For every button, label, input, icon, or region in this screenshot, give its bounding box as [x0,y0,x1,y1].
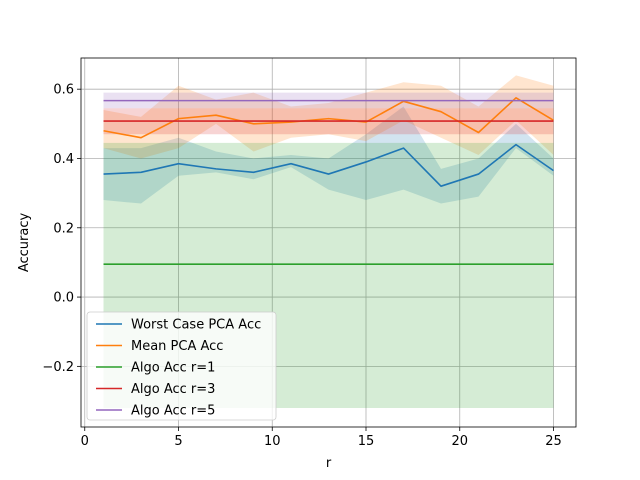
legend-label: Algo Acc r=5 [131,404,215,419]
worst-case-pca-acc-band [103,106,554,204]
legend-label: Algo Acc r=1 [131,361,215,376]
x-tick-label: 25 [545,434,562,449]
y-tick-label: 0.6 [53,83,74,98]
legend-label: Algo Acc r=3 [131,382,215,397]
series-lines [103,97,554,265]
legend-label: Worst Case PCA Acc [131,318,261,333]
plot-frame [80,57,577,428]
x-axis-label: r [326,456,332,471]
x-tick-label: 20 [451,434,468,449]
y-tick-label: 0.2 [53,221,74,236]
mean-pca-acc-line [103,97,554,139]
mean-pca-acc-band [103,75,554,159]
y-tick-label: −0.2 [42,360,74,375]
x-tick-label: 5 [174,434,182,449]
y-tick-label: 0.4 [53,152,74,167]
x-tick-label: 0 [81,434,89,449]
x-tick-label: 15 [358,434,375,449]
legend-label: Mean PCA Acc [131,339,223,354]
legend-box [86,311,277,421]
grid-lines [81,58,576,427]
worst-case-pca-acc-line [103,143,554,187]
legend: Worst Case PCA Acc Mean PCA Acc Algo Acc r… [86,311,277,421]
x-tick-label: 10 [264,434,281,449]
y-tick-label: 0.0 [53,291,74,306]
axis-ticks: 0 5 10 15 20 25 −0.2 0.0 0.2 0.4 0.6 [42,83,561,449]
y-axis-label: Accuracy [17,213,32,273]
